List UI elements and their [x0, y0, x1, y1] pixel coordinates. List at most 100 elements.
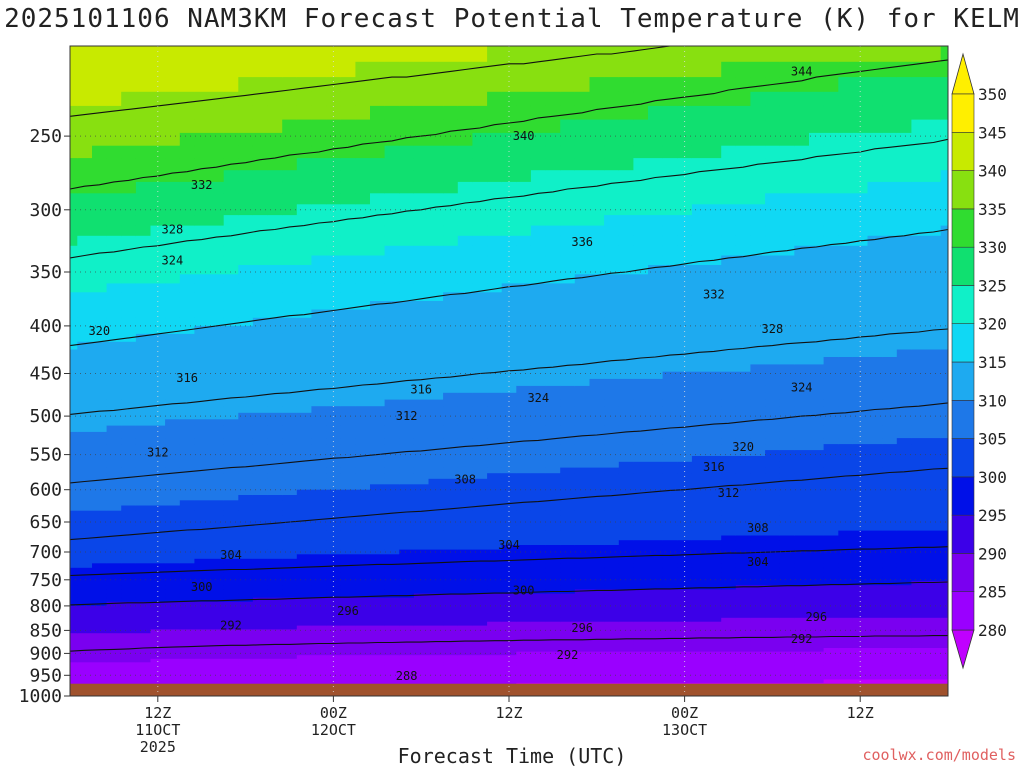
field-cell	[77, 450, 93, 457]
field-cell	[677, 585, 693, 590]
field-cell	[106, 489, 123, 496]
field-cell	[252, 158, 269, 171]
field-cell	[809, 333, 825, 343]
field-cell	[472, 309, 488, 319]
field-cell	[472, 589, 488, 595]
field-cell	[530, 535, 547, 541]
field-cell	[77, 545, 93, 551]
field-cell	[77, 419, 93, 427]
field-cell	[413, 669, 430, 674]
field-cell	[501, 545, 518, 551]
field-cell	[223, 357, 240, 365]
field-cell	[282, 665, 298, 670]
field-cell	[150, 520, 167, 527]
field-cell	[165, 589, 181, 595]
field-cell	[340, 576, 357, 582]
field-cell	[691, 672, 708, 677]
field-cell	[691, 605, 708, 611]
field-cell	[560, 669, 576, 674]
field-cell	[370, 617, 386, 623]
field-cell	[750, 292, 766, 302]
field-cell	[428, 467, 445, 474]
field-cell	[326, 633, 342, 638]
field-cell	[252, 450, 269, 457]
field-cell	[282, 644, 298, 649]
field-cell	[370, 61, 386, 78]
field-cell	[282, 378, 298, 387]
field-cell	[662, 558, 679, 564]
field-cell	[516, 563, 532, 569]
field-cell	[282, 640, 298, 645]
field-cell	[252, 665, 269, 670]
field-cell	[633, 473, 649, 480]
field-cell	[677, 431, 693, 439]
field-cell	[70, 274, 79, 284]
field-cell	[92, 132, 108, 147]
field-cell	[794, 572, 810, 578]
field-cell	[209, 158, 225, 171]
field-cell	[413, 245, 430, 257]
field-cell	[92, 554, 108, 560]
field-cell	[633, 597, 649, 603]
field-cell	[399, 119, 415, 134]
field-cell	[457, 621, 474, 627]
field-cell	[589, 378, 606, 387]
field-cell	[516, 510, 532, 517]
field-cell	[223, 204, 240, 216]
field-cell	[443, 601, 459, 607]
field-cell	[238, 662, 254, 667]
field-cell	[443, 662, 459, 667]
field-cell	[326, 621, 342, 627]
field-cell	[779, 431, 796, 439]
field-cell	[633, 46, 649, 63]
field-cell	[545, 225, 562, 237]
field-cell	[106, 301, 123, 311]
field-cell	[223, 371, 240, 380]
field-cell	[223, 425, 240, 433]
field-cell	[413, 554, 430, 560]
field-cell	[443, 265, 459, 275]
field-cell	[340, 625, 357, 630]
field-cell	[648, 170, 664, 183]
field-cell	[238, 283, 254, 293]
field-cell	[92, 593, 108, 599]
field-cell	[706, 265, 723, 275]
field-cell	[238, 132, 254, 147]
field-cell	[721, 672, 737, 677]
field-cell	[194, 145, 210, 159]
field-cell	[413, 378, 430, 387]
field-cell	[633, 478, 649, 485]
field-cell	[355, 621, 371, 627]
field-cell	[574, 651, 591, 656]
field-cell	[340, 456, 357, 463]
field-cell	[750, 505, 766, 512]
field-cell	[77, 640, 93, 645]
field-cell	[326, 510, 342, 517]
field-cell	[282, 419, 298, 427]
field-cell	[457, 484, 474, 491]
field-cell	[340, 193, 357, 205]
field-cell	[238, 625, 254, 630]
field-cell	[604, 589, 620, 595]
field-cell	[472, 431, 488, 439]
field-cell	[677, 181, 693, 194]
field-cell	[165, 655, 181, 660]
field-cell	[194, 119, 210, 134]
field-cell	[150, 515, 167, 522]
field-cell	[765, 567, 781, 573]
field-cell	[296, 558, 313, 564]
field-cell	[77, 540, 93, 546]
field-cell	[750, 484, 766, 491]
field-cell	[282, 425, 298, 433]
field-cell	[779, 235, 796, 247]
field-cell	[179, 364, 196, 373]
field-cell	[70, 613, 79, 619]
field-cell	[282, 637, 298, 642]
field-cell	[501, 406, 518, 414]
field-cell	[194, 235, 210, 247]
field-cell	[457, 617, 474, 623]
field-cell	[457, 170, 474, 183]
field-cell	[677, 484, 693, 491]
field-cell	[92, 567, 108, 573]
field-cell	[70, 621, 79, 627]
